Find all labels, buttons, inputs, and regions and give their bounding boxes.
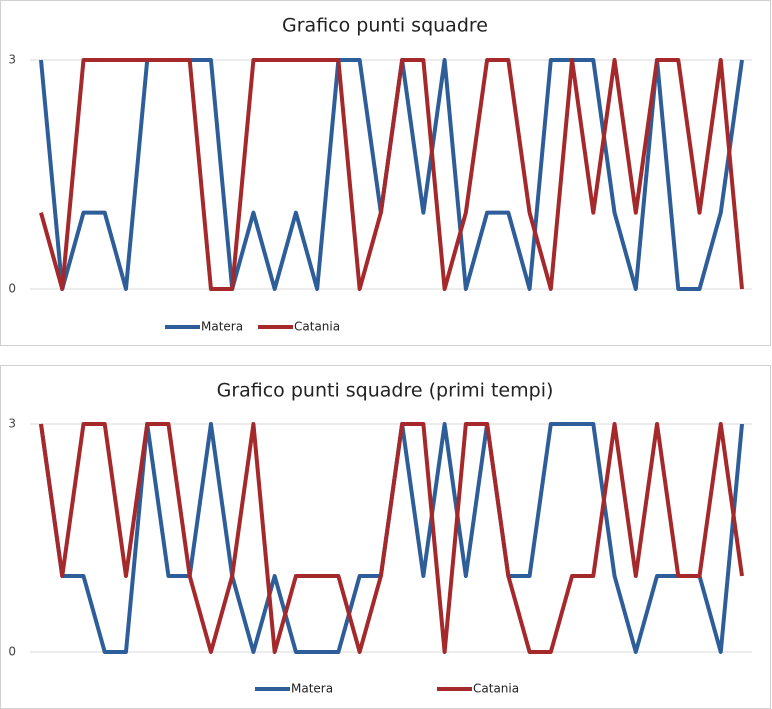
y-tick-label: 3 (8, 417, 16, 431)
y-tick-label: 3 (8, 53, 16, 67)
series-line (39, 422, 744, 654)
legend-label: Catania (294, 320, 340, 334)
legend-label: Matera (201, 320, 243, 334)
y-tick-label: 0 (8, 645, 16, 659)
chart-title: Grafico punti squadre (primi tempi) (217, 380, 554, 402)
y-tick-label: 0 (8, 282, 16, 296)
legend-label: Catania (473, 682, 519, 696)
series-line (39, 58, 744, 291)
chart-title: Grafico punti squadre (282, 15, 488, 37)
legend-label: Matera (291, 682, 333, 696)
